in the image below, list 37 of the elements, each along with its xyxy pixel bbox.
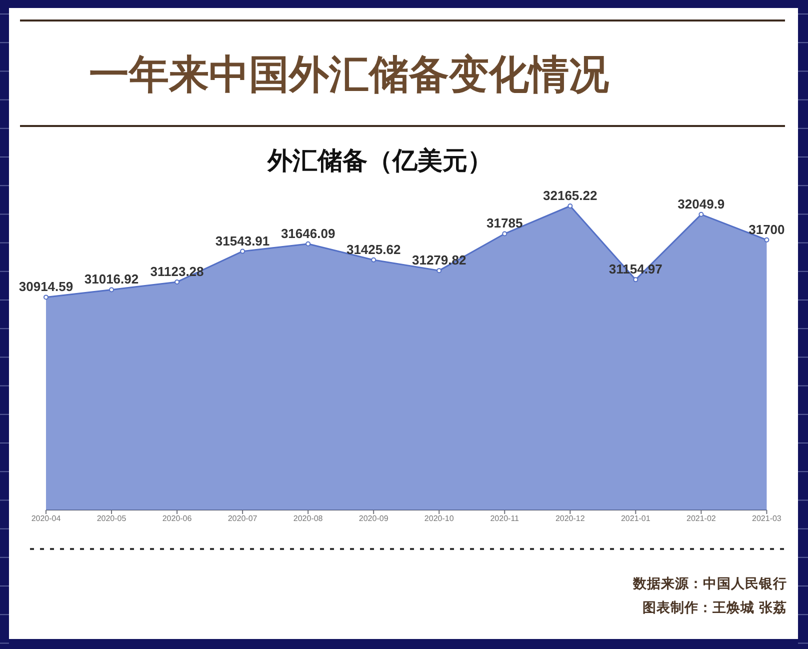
x-tick-label: 2020-08: [293, 514, 324, 523]
point: [698, 212, 704, 217]
point: [44, 294, 48, 300]
point: [568, 204, 573, 208]
x-tick-label: 2020-09: [358, 514, 389, 523]
point: [109, 287, 114, 292]
x-tick-label: 2020-10: [424, 514, 454, 523]
point: [502, 231, 508, 236]
data-label: 32165.22: [543, 188, 598, 203]
point: [174, 279, 180, 284]
x-tick-label: 2020-11: [490, 514, 520, 523]
data-label: 32049.9: [678, 196, 725, 212]
data-label: 30914.59: [18, 279, 74, 294]
chart-title: 一年来中国外汇储备变化情况: [89, 52, 609, 98]
x-tick-label: 2021-03: [752, 514, 782, 523]
x-tick-label: 2021-01: [620, 514, 651, 523]
data-label: 31700: [748, 222, 785, 237]
point: [371, 257, 376, 262]
point: [240, 248, 246, 254]
data-label: 31016.92: [84, 272, 139, 287]
point: [764, 237, 770, 242]
x-tick-label: 2020-05: [96, 514, 127, 523]
annotation: 数据来源：中国人民银行: [632, 576, 787, 592]
data-label: 31425.62: [346, 242, 401, 257]
point: [633, 277, 638, 282]
data-label: 31543.91: [215, 233, 270, 248]
x-tick-label: 2020-12: [555, 514, 586, 523]
x-tick-label: 2020-07: [228, 514, 258, 523]
annotation: 图表制作：王焕城 张荔: [642, 600, 787, 616]
chart-subtitle: 外汇储备（亿美元）: [266, 146, 492, 175]
x-tick-label: 2020-04: [31, 514, 62, 523]
data-label: 31785: [486, 216, 523, 231]
x-tick-label: 2020-06: [162, 514, 192, 523]
x-tick-label: 2021-02: [686, 514, 716, 523]
point: [436, 268, 442, 274]
data-label: 31646.09: [280, 226, 336, 241]
point: [306, 241, 311, 246]
